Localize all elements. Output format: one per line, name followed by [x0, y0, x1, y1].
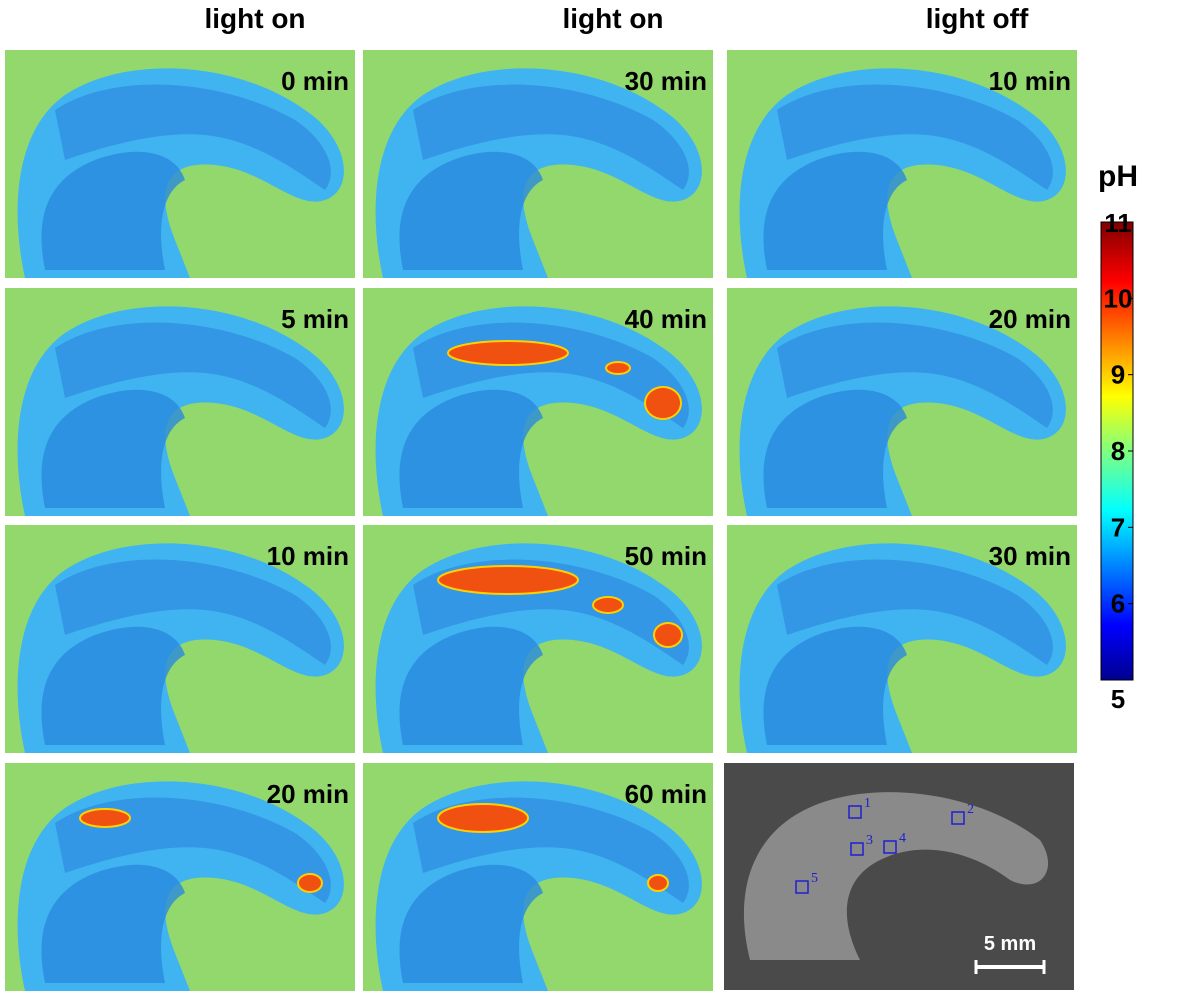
panel-label: 30 min	[625, 66, 707, 96]
panel-label: 50 min	[625, 541, 707, 571]
panel-label: 10 min	[989, 66, 1071, 96]
colorbar-tick-label: 5	[1111, 684, 1125, 714]
panel-label: 20 min	[989, 304, 1071, 334]
photo-tissue	[743, 792, 1049, 960]
panels: light on light on light off 0 min 30 min 10 m…	[5, 3, 1077, 991]
scale-bar-label: 5 mm	[984, 933, 1036, 955]
colorbar-tick-label: 11	[1104, 208, 1132, 238]
panel-label: 40 min	[625, 304, 707, 334]
roi-box	[883, 840, 897, 854]
alkaline-zone	[437, 803, 529, 833]
column-header: light on	[204, 3, 305, 34]
roi-label: 3	[866, 833, 873, 848]
colorbar	[1100, 221, 1134, 681]
panel-label: 20 min	[267, 779, 349, 809]
panel-label: 60 min	[625, 779, 707, 809]
alkaline-zone	[297, 873, 323, 893]
photo-panel: 5 mm 1 2 3 4 5	[724, 763, 1074, 990]
roi-box	[850, 842, 864, 856]
colorbar-title: pH	[1098, 160, 1138, 193]
panel-label: 5 min	[281, 304, 349, 334]
panel-label: 30 min	[989, 541, 1071, 571]
column-header: light on	[562, 3, 663, 34]
roi-label: 2	[967, 802, 974, 817]
alkaline-zone	[647, 874, 669, 892]
colorbar-ticks: 5 6 7 8 9 10 11	[1104, 208, 1133, 714]
alkaline-zone	[653, 622, 683, 648]
alkaline-zone	[437, 565, 579, 595]
roi-label: 1	[864, 796, 871, 811]
colorbar-tick-label: 6	[1111, 589, 1125, 619]
alkaline-zone	[644, 386, 682, 420]
roi-box	[848, 805, 862, 819]
panel-label: 10 min	[267, 541, 349, 571]
colorbar-tick-label: 10	[1104, 283, 1133, 313]
colorbar-tick-label: 8	[1111, 436, 1125, 466]
roi-box	[951, 811, 965, 825]
roi-label: 4	[899, 831, 906, 846]
alkaline-zone	[447, 340, 569, 366]
column-header: light off	[926, 3, 1029, 34]
colorbar-tick-label: 9	[1111, 360, 1125, 390]
colorbar-tick-label: 7	[1111, 512, 1125, 542]
alkaline-zone	[592, 596, 624, 614]
roi-label: 5	[811, 871, 818, 886]
alkaline-zone	[79, 808, 131, 828]
panel-label: 0 min	[281, 66, 349, 96]
roi-box	[795, 880, 809, 894]
alkaline-zone	[605, 361, 631, 375]
